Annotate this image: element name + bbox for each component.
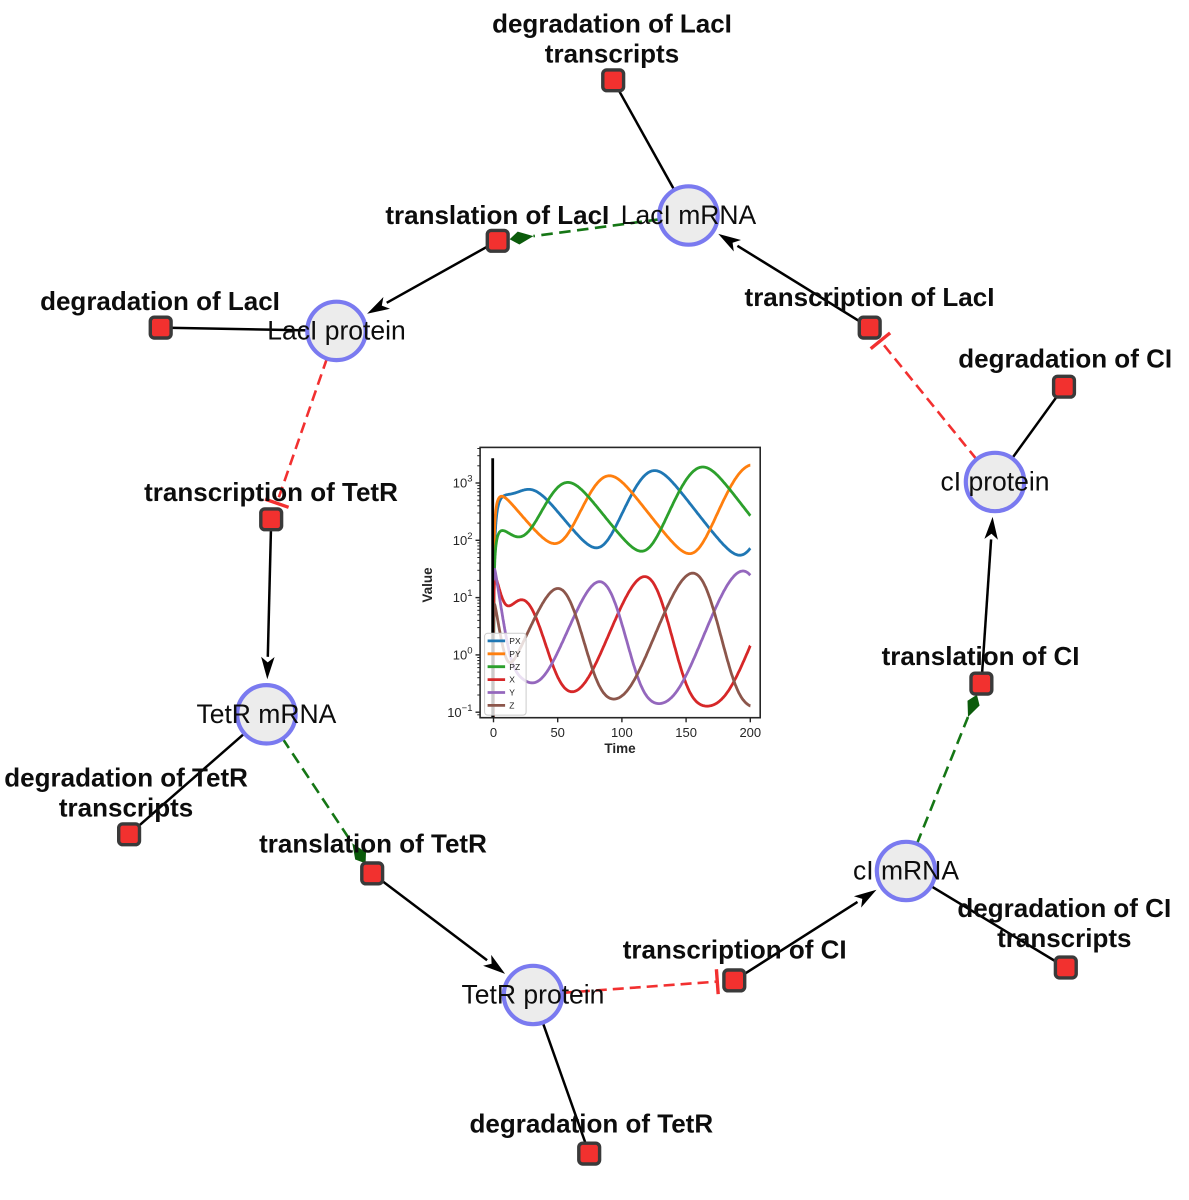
svg-text:degradation of TetR: degradation of TetR <box>469 1109 713 1139</box>
svg-text:TetR protein: TetR protein <box>462 980 605 1010</box>
svg-text:transcription of CI: transcription of CI <box>623 935 847 965</box>
svg-text:Y: Y <box>509 688 515 698</box>
svg-text:cI mRNA: cI mRNA <box>853 856 959 886</box>
svg-text:PZ: PZ <box>509 662 520 672</box>
svg-text:transcription of TetR: transcription of TetR <box>144 477 398 507</box>
svg-text:150: 150 <box>675 725 697 740</box>
svg-text:transcripts: transcripts <box>997 923 1131 953</box>
svg-text:LacI protein: LacI protein <box>267 316 405 346</box>
svg-text:PX: PX <box>509 636 521 646</box>
svg-text:transcripts: transcripts <box>59 792 193 822</box>
svg-text:200: 200 <box>739 725 761 740</box>
svg-text:100: 100 <box>611 725 633 740</box>
svg-text:0: 0 <box>490 725 497 740</box>
svg-text:degradation of LacI: degradation of LacI <box>40 286 280 316</box>
svg-text:translation of CI: translation of CI <box>882 641 1080 671</box>
svg-text:degradation of TetR: degradation of TetR <box>4 762 248 792</box>
svg-text:Value: Value <box>420 567 435 603</box>
svg-text:LacI mRNA: LacI mRNA <box>621 200 757 230</box>
svg-text:PY: PY <box>509 649 521 659</box>
svg-text:degradation of CI: degradation of CI <box>958 344 1172 374</box>
svg-text:X: X <box>509 675 515 685</box>
svg-text:Time: Time <box>604 741 636 756</box>
svg-text:translation of TetR: translation of TetR <box>259 828 487 858</box>
svg-text:cI protein: cI protein <box>940 467 1049 497</box>
svg-text:50: 50 <box>550 725 564 740</box>
svg-text:transcripts: transcripts <box>545 38 679 68</box>
svg-text:TetR mRNA: TetR mRNA <box>196 699 336 729</box>
svg-text:degradation of LacI: degradation of LacI <box>492 8 732 38</box>
svg-text:transcription of LacI: transcription of LacI <box>745 282 995 312</box>
svg-text:Z: Z <box>509 701 514 711</box>
svg-text:degradation of CI: degradation of CI <box>957 893 1171 923</box>
svg-text:translation of LacI: translation of LacI <box>385 200 609 230</box>
